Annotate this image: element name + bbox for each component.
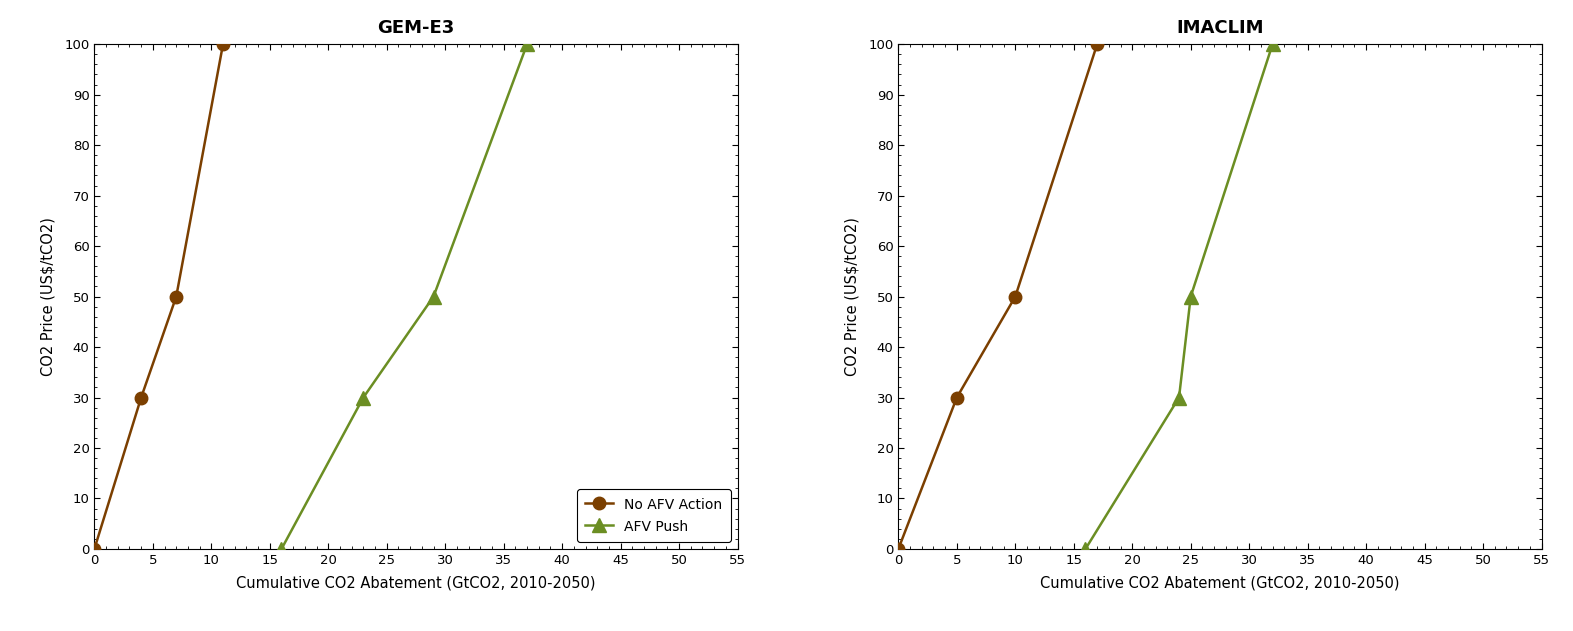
No AFV Action: [947, 394, 966, 401]
AFV Push: [272, 545, 291, 553]
No AFV Action: [132, 394, 151, 401]
X-axis label: Cumulative CO2 Abatement (GtCO2, 2010-2050): Cumulative CO2 Abatement (GtCO2, 2010-20…: [1040, 575, 1400, 590]
No AFV Action: [889, 545, 908, 553]
Line: No AFV Action: No AFV Action: [88, 38, 230, 555]
Title: IMACLIM: IMACLIM: [1177, 19, 1263, 37]
AFV Push: [425, 293, 444, 300]
No AFV Action: [214, 40, 233, 48]
AFV Push: [1263, 40, 1282, 48]
AFV Push: [1181, 293, 1200, 300]
AFV Push: [1076, 545, 1095, 553]
Title: GEM-E3: GEM-E3: [378, 19, 455, 37]
AFV Push: [518, 40, 536, 48]
Line: No AFV Action: No AFV Action: [892, 38, 1103, 555]
No AFV Action: [1087, 40, 1106, 48]
Y-axis label: CO2 Price (US$/tCO2): CO2 Price (US$/tCO2): [845, 217, 860, 376]
AFV Push: [354, 394, 373, 401]
No AFV Action: [85, 545, 104, 553]
Legend: No AFV Action, AFV Push: No AFV Action, AFV Push: [577, 489, 730, 542]
Line: AFV Push: AFV Push: [275, 37, 533, 556]
AFV Push: [1170, 394, 1189, 401]
X-axis label: Cumulative CO2 Abatement (GtCO2, 2010-2050): Cumulative CO2 Abatement (GtCO2, 2010-20…: [236, 575, 596, 590]
Line: AFV Push: AFV Push: [1079, 37, 1279, 556]
No AFV Action: [1005, 293, 1024, 300]
No AFV Action: [167, 293, 186, 300]
Y-axis label: CO2 Price (US$/tCO2): CO2 Price (US$/tCO2): [41, 217, 57, 376]
